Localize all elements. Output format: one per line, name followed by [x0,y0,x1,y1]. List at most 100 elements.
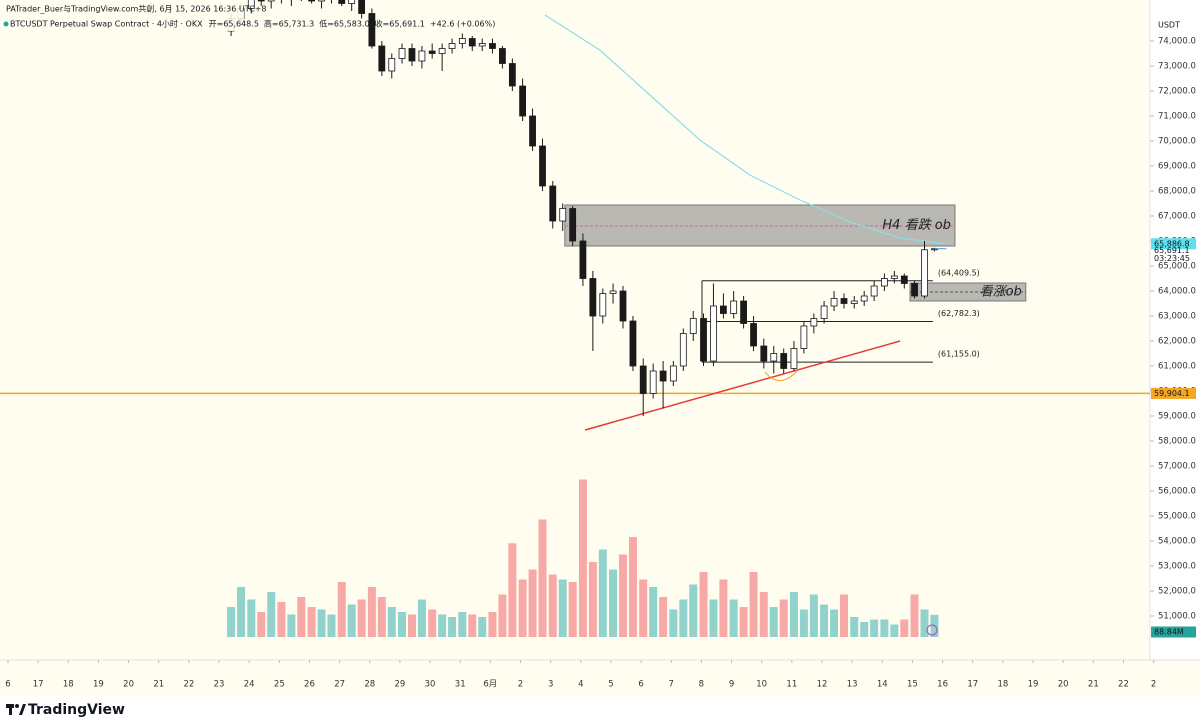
y-tick-label: 52,000.0 [1158,587,1196,597]
volume-label-bg [1151,626,1196,638]
volume-bar [357,599,366,637]
candle-body [649,370,657,394]
x-tick-label: 19 [93,680,104,690]
status-dot [3,21,9,27]
volume-bar [267,592,276,637]
volume-bar [799,609,808,637]
ob-label: H4 看跌 ob [882,218,951,233]
volume-bar [679,599,688,637]
ob-label: 看涨ob [980,285,1022,300]
candle-body [529,115,536,147]
volume-bar [528,569,537,637]
volume-bar [367,587,376,637]
x-tick-label: 28 [364,680,375,690]
x-tick-label: 16 [937,680,948,690]
volume-bar [448,617,457,637]
volume-bar [307,607,316,637]
candle-body [348,0,356,4]
x-tick-label: 22 [1118,680,1129,690]
volume-bar [438,614,447,637]
candle-body [609,290,617,294]
volume-bar [548,574,557,637]
candle-body [549,185,557,222]
x-tick-label: 18 [997,680,1008,690]
x-tick-label: 17 [967,680,978,690]
volume-bar [227,607,236,637]
x-tick-label: 9 [729,680,734,690]
candle-body [760,345,768,362]
x-tick-label: 2 [518,680,523,690]
y-tick-label: 74,000.0 [1158,37,1196,47]
candle-body [790,348,798,369]
volume-bar [558,579,567,637]
candle-body [247,0,255,9]
x-tick-label: 18 [63,680,74,690]
candle-body [468,38,476,47]
volume-bar [458,612,467,637]
volume-bar [890,624,899,637]
volume-bar [538,519,547,637]
candle-body [257,0,265,2]
volume-bar [809,594,818,637]
candle-body [448,43,456,49]
volume-bar [910,594,919,637]
x-tick-label: 27 [334,680,345,690]
candle-body [378,45,386,72]
logo-icon [6,704,26,715]
y-tick-label: 62,000.0 [1158,337,1196,347]
legend-item: 开=65,648.5 [209,20,259,29]
candle-body [750,323,757,347]
header: PATrader_Buer与TradingView.com共創, 6月 15, … [6,4,267,14]
volume-bar [839,594,848,637]
candle-body [730,300,738,314]
volume-bar [468,614,477,637]
volume-bar [598,549,607,637]
volume-bar [237,587,246,637]
volume-bar [377,597,386,637]
logo: TradingView [28,702,125,718]
candle-body [438,48,446,54]
x-tick-label: 15 [907,680,918,690]
volume-bar [387,607,396,637]
candle-body [398,48,406,59]
volume-bar [417,599,426,637]
candle-body [710,305,717,362]
volume-bar [488,612,497,637]
level-label: (62,782.3) [938,309,980,318]
volume-bar [870,619,879,637]
volume-bar [297,597,306,637]
legend-item: +42.6 (+0.06%) [430,20,495,29]
x-tick-label: 10 [756,680,767,690]
candle-body [689,318,697,334]
volume-bar [920,609,929,637]
volume-bar [779,599,788,637]
candle-body [338,0,346,4]
candle-body [860,295,868,302]
legend-item: 低=65,583.0 [319,19,369,29]
candle-body [820,305,828,319]
candle-body [539,145,546,187]
symbol: BTCUSDT Perpetual Swap Contract · 4小时 · … [10,19,203,29]
volume-bar [860,622,869,637]
y-tick-label: 68,000.0 [1158,187,1196,197]
y-tick-label: 69,000.0 [1158,162,1196,172]
volume-bar [669,609,678,637]
volume-bar [850,617,859,637]
x-tick-label: 19 [1028,680,1039,690]
candle-body [368,13,376,47]
x-tick-label: 11 [786,680,797,690]
candle-body [870,285,878,297]
candle-body [911,283,918,297]
replay-icon [926,624,938,636]
candle-body [519,85,527,117]
candle-body [559,208,567,222]
candle-body [629,320,637,367]
candle-body [619,290,627,322]
volume-bar [407,614,416,637]
x-tick-label: 6 [638,680,643,690]
candle-body [770,353,778,362]
x-tick-label: 13 [847,680,858,690]
x-tick-label: 4 [578,680,583,690]
y-tick-label: 55,000.0 [1158,512,1196,522]
candle-body [669,365,677,382]
